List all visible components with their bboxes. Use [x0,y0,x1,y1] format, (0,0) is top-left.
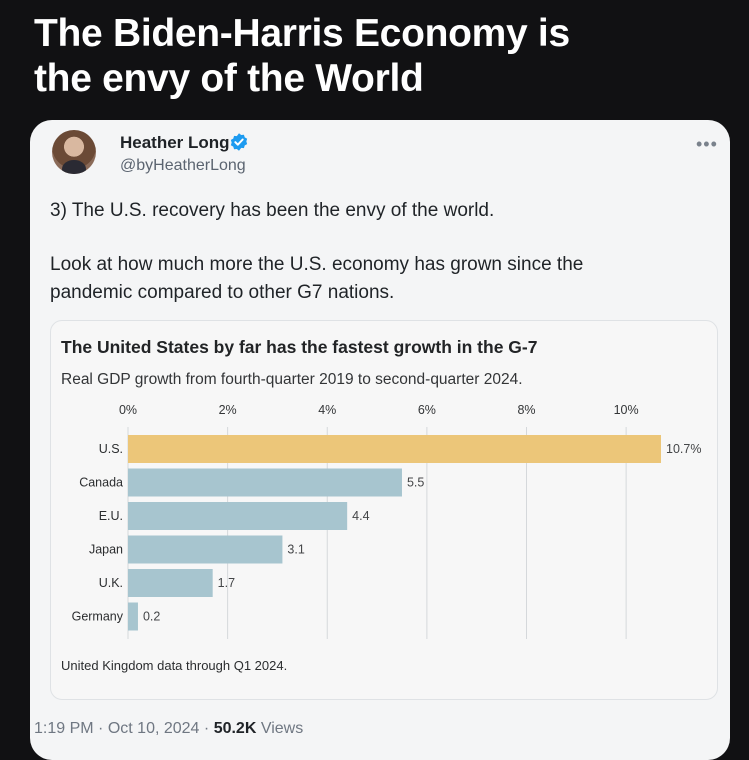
bar [128,468,402,497]
headline-line-1: The Biden-Harris Economy is [34,12,570,55]
value-label: 3.1 [287,543,304,557]
category-label: U.S. [99,442,123,456]
bar [128,569,213,597]
embedded-tweet-card[interactable]: Heather Long @byHeatherLong ••• 3) The U… [30,120,730,760]
tweet-text-line-2: Look at how much more the U.S. economy h… [50,254,584,275]
verified-check-mark [234,138,244,146]
x-tick-label: 8% [517,403,535,417]
views-count: 50.2K [213,720,257,737]
tweet-text-line-1: 3) The U.S. recovery has been the envy o… [50,200,495,221]
chart-title: The United States by far has the fastest… [61,337,538,357]
category-label: E.U. [99,509,123,523]
tweet-date[interactable]: Oct 10, 2024 [107,720,200,737]
author-avatar[interactable] [52,130,96,174]
bar [128,502,348,530]
x-tick-label: 0% [119,403,137,417]
chart-note: United Kingdom data through Q1 2024. [61,658,288,673]
bar [128,435,661,463]
author-handle[interactable]: @byHeatherLong [120,157,246,174]
footer-separator: · [98,720,104,737]
gdp-growth-bar-chart: 0% 2% 4% 6% 8% 10% U.S. 10.7% Canada 5.5 E.U. 4.4 Ja… [72,403,701,639]
value-label: 0.2 [143,610,160,624]
x-tick-label: 4% [318,403,336,417]
bar [128,535,283,564]
verified-badge-icon [230,133,248,151]
chart-image-card[interactable]: 0% 2% 4% 6% 8% 10% U.S. 10.7% Canada 5.5 E.U. 4.4 Ja… [50,320,718,700]
footer-separator: · [203,720,210,737]
tweet-text-line-3: pandemic compared to other G7 nations. [50,282,395,303]
category-label: Germany [72,610,124,624]
value-label: 1.7 [218,576,235,590]
tweet-footer: 1:19 PM · Oct 10, 2024 · 50.2K Views [34,720,303,738]
value-label: 4.4 [352,509,369,523]
tweet-time[interactable]: 1:19 PM [34,720,94,737]
value-label: 5.5 [407,476,424,490]
value-label: 10.7% [666,442,701,456]
chart-subtitle: Real GDP growth from fourth-quarter 2019… [61,371,523,388]
views-label: Views [260,720,304,737]
category-label: Canada [79,476,123,490]
x-tick-label: 10% [614,403,639,417]
category-label: Japan [89,543,123,557]
more-options-icon[interactable]: ••• [696,134,718,154]
x-tick-label: 6% [418,403,436,417]
headline-line-2: the envy of the World [34,56,424,100]
tweet-text-paragraph-2: Look at how much more the U.S. economy h… [50,251,710,307]
post-headline: The Biden-Harris Economy is the envy of … [34,12,734,102]
category-label: U.K. [99,576,123,590]
bar [128,602,138,631]
x-tick-label: 2% [219,403,237,417]
author-name[interactable]: Heather Long [120,133,230,152]
